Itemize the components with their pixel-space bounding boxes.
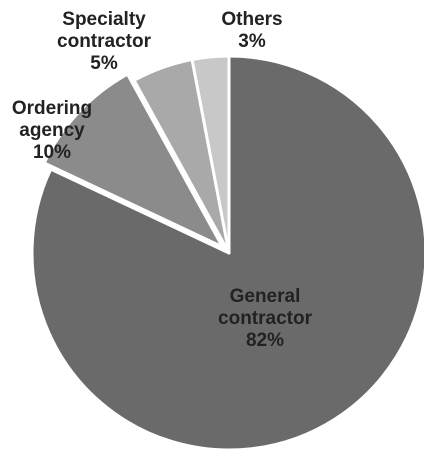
slice-label-text-1-1: agency	[19, 120, 85, 141]
slice-value-label-3: 3%	[238, 31, 266, 52]
slice-label-text-0-0: General	[230, 286, 301, 307]
slice-value-label-1: 10%	[33, 142, 71, 163]
slice-label-text-3-0: Others	[221, 9, 282, 30]
slice-label-text-2-0: Specialty	[62, 9, 146, 30]
slice-label-text-0-1: contractor	[218, 308, 313, 329]
slices-layer	[30, 54, 424, 450]
slice-label-text-2-1: contractor	[57, 31, 152, 52]
slice-value-label-2: 5%	[90, 53, 118, 74]
labels-layer: Generalcontractor82%Orderingagency10%Spe…	[12, 9, 313, 351]
slice-label-text-1-0: Ordering	[12, 98, 92, 119]
pie-slice-1	[42, 72, 224, 249]
slice-value-label-0: 82%	[246, 330, 284, 351]
pie-slice-3	[190, 54, 231, 255]
